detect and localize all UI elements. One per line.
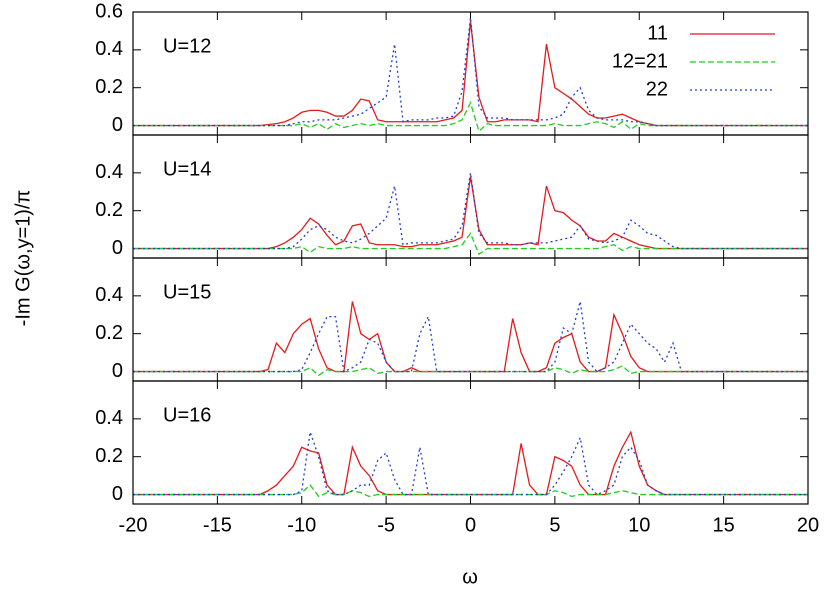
- y-tick-label: 0.4: [95, 284, 123, 306]
- data-line: [133, 101, 808, 133]
- plot-frame: [132, 134, 809, 259]
- y-tick-label: 0.2: [95, 76, 123, 98]
- y-tick-label: 0.2: [95, 322, 123, 344]
- y-tick-label: 0: [112, 360, 123, 382]
- data-line: [133, 301, 808, 373]
- panel-annotation: U=14: [163, 158, 211, 180]
- legend-label: 12=21: [612, 50, 668, 72]
- x-tick-label: 0: [465, 514, 476, 536]
- y-tick-label: 0: [112, 237, 123, 259]
- y-tick-label: 0.4: [95, 161, 123, 183]
- data-line: [133, 17, 808, 127]
- x-tick-label: -15: [203, 514, 232, 536]
- data-line: [133, 21, 808, 127]
- y-tick-label: 0.4: [95, 407, 123, 429]
- y-tick-label: 0.4: [95, 38, 123, 60]
- plot-frame: [132, 380, 809, 505]
- y-tick-label: 0.2: [95, 199, 123, 221]
- y-axis-label: -Im G(ω,y=1)/π: [12, 190, 34, 327]
- legend-label: 22: [646, 78, 668, 100]
- panel-annotation: U=16: [163, 404, 211, 426]
- data-line: [133, 430, 808, 496]
- data-line: [133, 431, 808, 496]
- x-tick-label: 20: [797, 514, 819, 536]
- data-line: [133, 172, 808, 250]
- x-tick-label: -5: [377, 514, 395, 536]
- y-tick-label: 0: [112, 483, 123, 505]
- legend-label: 11: [647, 22, 668, 44]
- panel-annotation: U=12: [163, 35, 211, 57]
- y-tick-label: 0.6: [95, 0, 123, 22]
- x-tick-label: -20: [119, 514, 148, 536]
- plot-frame: [132, 257, 809, 382]
- x-tick-label: 10: [628, 514, 650, 536]
- y-tick-label: 0.2: [95, 445, 123, 467]
- x-axis-label: ω: [462, 566, 478, 588]
- plot-frame: [132, 11, 809, 136]
- y-tick-label: 0: [112, 114, 123, 136]
- data-line: [133, 232, 808, 256]
- data-line: [133, 176, 808, 250]
- x-tick-label: -10: [287, 514, 316, 536]
- data-line: [133, 484, 808, 498]
- x-tick-label: 5: [549, 514, 560, 536]
- x-tick-label: 15: [713, 514, 735, 536]
- panel-annotation: U=15: [163, 281, 211, 303]
- data-line: [133, 301, 808, 373]
